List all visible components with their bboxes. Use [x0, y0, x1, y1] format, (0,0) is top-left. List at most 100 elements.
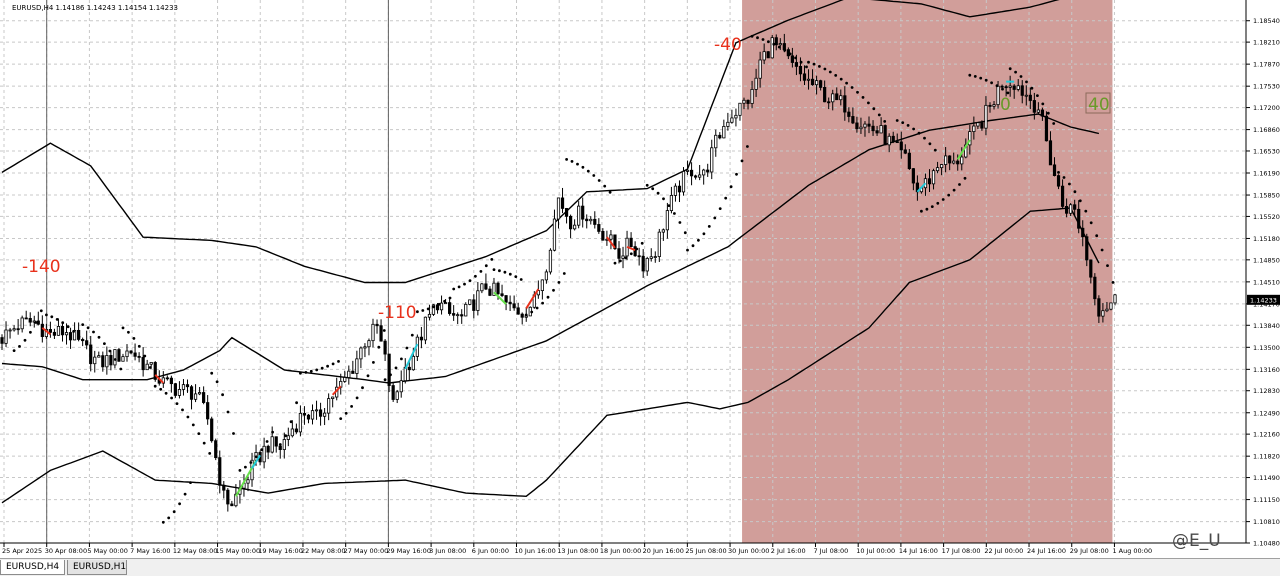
time-tick-label: 13 Jun 08:00: [557, 547, 598, 555]
candle-body: [492, 282, 496, 296]
price-tick-label: 1.11490: [1253, 474, 1280, 482]
candle-body: [56, 326, 61, 336]
candle-body: [0, 337, 4, 344]
candle-body: [145, 363, 149, 371]
candle-body: [1113, 294, 1117, 304]
sar-dot: [479, 270, 483, 273]
time-tick-label: 7 May 16:00: [130, 547, 170, 555]
candle-body: [859, 126, 863, 130]
candle-body: [278, 445, 282, 450]
sar-dot: [662, 197, 665, 201]
candle-body: [1105, 308, 1109, 312]
sar-dot: [426, 307, 430, 311]
candle-body: [93, 356, 97, 365]
candle-body: [895, 141, 899, 144]
time-tick-label: 15 May 00:00: [216, 547, 261, 555]
candle-body: [310, 410, 315, 420]
sar-dot: [683, 231, 687, 235]
sar-dot: [834, 74, 838, 77]
candle-body: [593, 218, 597, 225]
sar-dot: [901, 121, 905, 124]
sar-dot: [361, 386, 364, 390]
candle-body: [935, 167, 940, 172]
annotation-label: -40: [714, 35, 742, 55]
price-axis[interactable]: 1.18540 1.18210 1.17870 1.17530 1.17200 1.168…: [1246, 17, 1280, 548]
sar-dot: [119, 367, 123, 371]
sar-dot: [492, 268, 496, 271]
tab-eurusd-h1[interactable]: EURUSD,H1: [67, 560, 127, 575]
sar-dot: [772, 42, 776, 46]
candle-body: [64, 332, 69, 336]
candle-body: [488, 288, 492, 296]
price-tick-label: 1.16530: [1253, 147, 1280, 155]
sar-dot: [39, 309, 43, 313]
candle-body: [1097, 298, 1101, 317]
candle-body: [677, 185, 682, 193]
candle-body: [68, 332, 73, 341]
time-tick-label: 14 Jul 16:00: [899, 547, 938, 555]
sar-dot: [724, 196, 728, 200]
candle-body: [613, 234, 617, 250]
candle-body: [218, 457, 222, 486]
time-tick-label: 2 Jul 16:00: [771, 547, 806, 555]
sar-dot: [707, 225, 711, 228]
sar-dot: [984, 78, 988, 82]
sar-dot: [295, 401, 298, 405]
sar-dot: [189, 481, 192, 484]
sar-dot: [226, 410, 230, 414]
sar-dot: [667, 204, 671, 208]
sar-dot: [344, 411, 348, 415]
sar-dot: [238, 469, 242, 472]
sar-dot: [812, 62, 816, 66]
time-tick-label: 5 May 00:00: [87, 547, 127, 555]
price-tick-label: 1.18210: [1253, 39, 1280, 47]
candle-body: [177, 389, 182, 396]
candle-body: [48, 329, 52, 333]
sar-dot: [645, 183, 649, 187]
candle-body: [472, 299, 476, 311]
sar-dot: [1062, 176, 1066, 179]
time-axis[interactable]: 25 Apr 2025 30 Apr 08:00 5 May 00:00 7 May …: [2, 543, 1152, 555]
candle-body: [883, 125, 887, 146]
candle-body: [649, 256, 653, 259]
candle-body: [984, 104, 988, 129]
candle-body: [726, 121, 730, 127]
candle-body: [597, 224, 601, 232]
candle-body: [185, 384, 190, 388]
sar-dot: [153, 384, 157, 388]
candle-body: [141, 356, 145, 371]
sar-dot: [818, 65, 821, 68]
candle-body: [738, 102, 742, 116]
sar-dot: [299, 371, 302, 375]
candle-body: [1085, 236, 1089, 261]
candle-body: [387, 353, 391, 386]
candle-body: [286, 435, 290, 440]
price-tick-label: 1.18540: [1253, 17, 1280, 25]
sar-dot: [167, 516, 171, 520]
sar-dot: [678, 221, 682, 224]
sar-dot: [1019, 75, 1023, 78]
sar-dot: [164, 391, 168, 395]
sar-dot: [592, 174, 596, 177]
annotations: -140 -110 -40 40 0: [22, 35, 1111, 323]
annotation-label: 40: [1088, 95, 1110, 115]
time-tick-label: 22 Jul 00:00: [984, 547, 1023, 555]
candle-body: [714, 134, 718, 149]
signal-segment: [525, 288, 540, 309]
candle-body: [540, 279, 544, 291]
tab-eurusd-h4[interactable]: EURUSD,H4: [0, 560, 65, 575]
price-tick-label: 1.13500: [1253, 344, 1280, 352]
candle-body: [544, 271, 549, 281]
candle-body: [1024, 94, 1028, 97]
candle-body: [875, 130, 879, 134]
sar-dot: [799, 60, 803, 64]
sar-dot: [535, 306, 539, 310]
signal-segment: [331, 385, 342, 396]
sar-dot: [389, 373, 392, 377]
candle-body: [500, 293, 504, 296]
price-chart[interactable]: -140 -110 -40 40 0 1.18540 1.18210 1.17870 1.17…: [0, 0, 1280, 558]
candle-body: [552, 218, 557, 251]
annotation-label: -140: [22, 257, 61, 277]
time-tick-label: 22 May 08:00: [301, 547, 346, 555]
sar-dot: [1084, 209, 1088, 213]
